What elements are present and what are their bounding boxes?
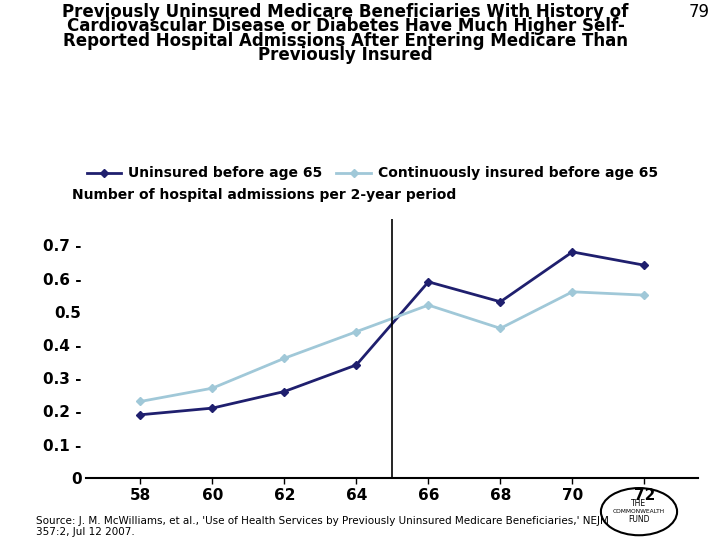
Text: Previously Uninsured Medicare Beneficiaries With History of: Previously Uninsured Medicare Beneficiar… [63,3,629,21]
Legend: Uninsured before age 65, Continuously insured before age 65: Uninsured before age 65, Continuously in… [81,161,664,186]
Text: Number of hospital admissions per 2-year period: Number of hospital admissions per 2-year… [72,188,456,202]
Text: Previously Insured: Previously Insured [258,46,433,64]
Text: THE: THE [631,500,647,509]
Text: COMMONWEALTH: COMMONWEALTH [613,509,665,514]
Text: 79: 79 [688,3,709,21]
Text: FUND: FUND [629,515,649,524]
Text: Reported Hospital Admissions After Entering Medicare Than: Reported Hospital Admissions After Enter… [63,32,628,50]
Text: Source: J. M. McWilliams, et al., 'Use of Health Services by Previously Uninsure: Source: J. M. McWilliams, et al., 'Use o… [36,516,609,537]
Text: Cardiovascular Disease or Diabetes Have Much Higher Self-: Cardiovascular Disease or Diabetes Have … [67,17,624,35]
